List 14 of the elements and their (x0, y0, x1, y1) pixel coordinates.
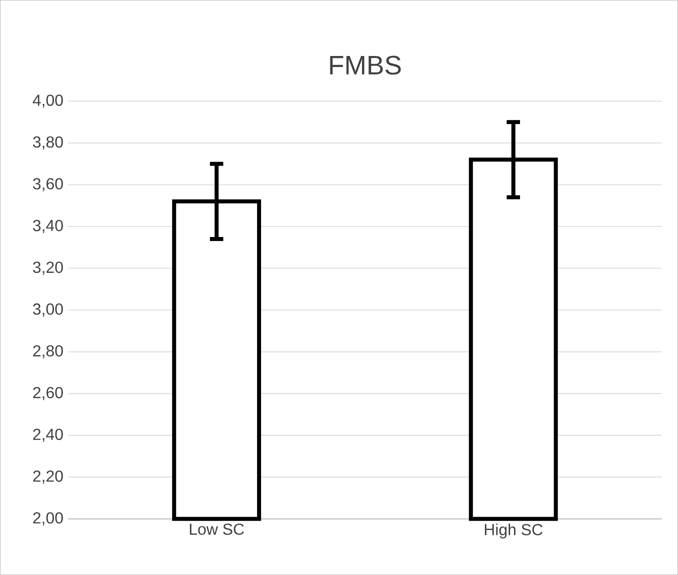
y-tick-label: 2,40 (33, 428, 63, 442)
x-tick-label: Low SC (190, 524, 244, 535)
x-tick-label: High SC (484, 524, 542, 538)
y-tick-label: 4,00 (32, 94, 63, 108)
y-tick-label: 3,60 (33, 178, 63, 192)
y-tick-label: 2,20 (33, 470, 63, 484)
chart-title: FMBS (330, 56, 401, 75)
y-tick-label: 3,40 (33, 220, 63, 234)
y-tick-label: 3,80 (33, 136, 63, 150)
y-tick-label: 3,20 (33, 262, 63, 275)
y-tick-label: 2,80 (33, 345, 63, 358)
y-tick-label: 2,60 (33, 386, 63, 400)
y-tick-label: 2,00 (33, 512, 63, 526)
y-tick-label: 3,00 (33, 303, 63, 317)
